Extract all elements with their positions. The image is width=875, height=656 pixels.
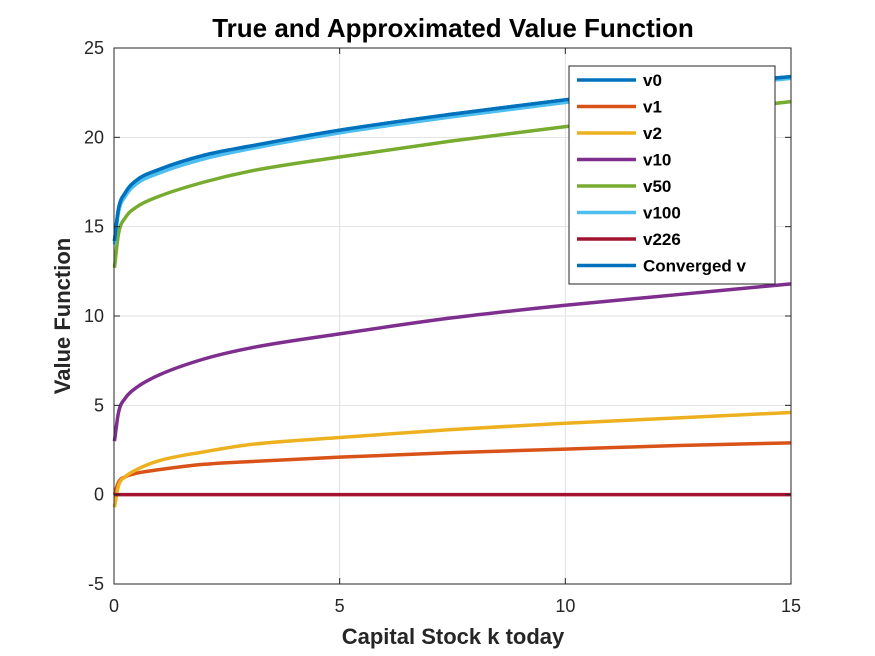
series-line-v2	[112, 410, 792, 508]
y-tick-label: 25	[84, 38, 104, 58]
x-tick-label: 15	[781, 596, 801, 616]
legend-label-v10: v10	[643, 151, 671, 170]
y-tick-label: 0	[94, 485, 104, 505]
x-tick-label: 10	[555, 596, 575, 616]
y-axis-label: Value Function	[50, 238, 75, 394]
legend-label-v1: v1	[643, 98, 662, 117]
legend-label-v100: v100	[643, 204, 681, 223]
x-tick-label: 0	[109, 596, 119, 616]
y-tick-label: 5	[94, 395, 104, 415]
chart-title: True and Approximated Value Function	[212, 13, 694, 43]
y-tick-label: 10	[84, 306, 104, 326]
x-tick-label: 5	[335, 596, 345, 616]
legend-box	[568, 65, 776, 285]
legend-label-v2: v2	[643, 124, 662, 143]
legend: v0 v1 v2 v10 v50 v100 v226 Converged v	[568, 65, 776, 285]
y-tick-label: 15	[84, 217, 104, 237]
series-lines	[112, 74, 792, 508]
y-tick-label: -5	[88, 574, 104, 594]
series-line-v10	[112, 282, 792, 442]
x-axis-label: Capital Stock k today	[342, 624, 565, 649]
legend-label-v50: v50	[643, 177, 671, 196]
legend-label-converged-v: Converged v	[643, 257, 747, 276]
y-tick-label: 20	[84, 127, 104, 147]
legend-label-v226: v226	[643, 230, 681, 249]
legend-label-v0: v0	[643, 71, 662, 90]
